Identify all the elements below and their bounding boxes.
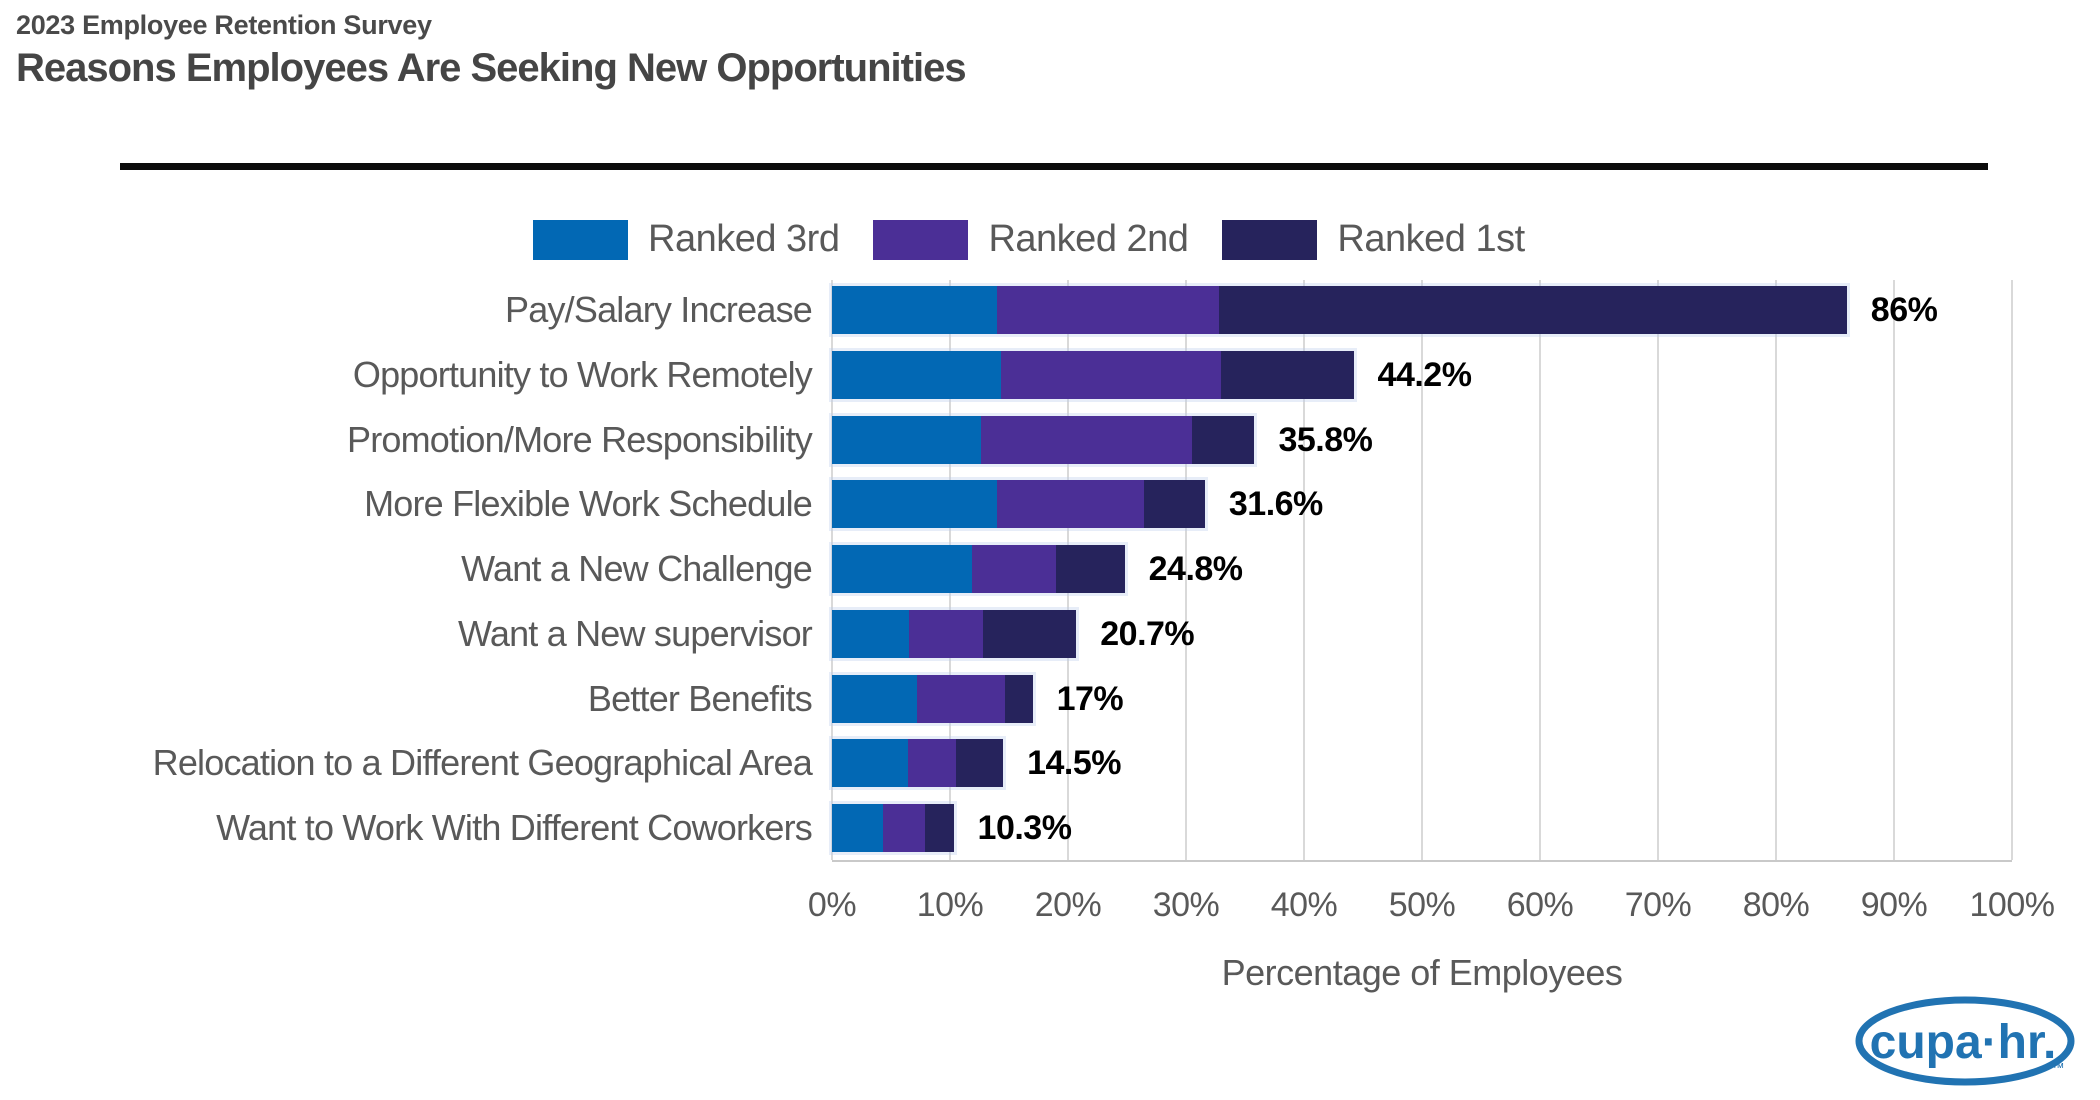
segment-ranked-1st	[955, 739, 1004, 788]
logo-ellipse	[1855, 996, 2075, 1086]
legend-swatch	[533, 219, 628, 260]
value-label: 44.2%	[1377, 355, 1472, 394]
segment-ranked-3rd	[832, 480, 998, 529]
x-tick-label: 90%	[1860, 886, 1928, 924]
gridline	[1539, 280, 1541, 860]
segment-ranked-2nd	[997, 286, 1220, 334]
stacked-bar	[832, 804, 954, 852]
category-label: Opportunity to Work Remotely	[352, 353, 813, 395]
segment-ranked-2nd	[882, 804, 926, 852]
logo-text: cupa·hr.	[1870, 1016, 2057, 1069]
cupa-hr-logo: cupa·hr. ™	[1855, 996, 2075, 1086]
x-tick-label: 0%	[807, 886, 857, 924]
gridline	[1893, 280, 1895, 860]
legend-item-ranked-2nd: Ranked 2nd	[873, 218, 1189, 261]
stacked-bar	[832, 415, 1255, 464]
category-label: More Flexible Work Schedule	[364, 483, 813, 525]
category-label: Want a New supervisor	[458, 612, 813, 654]
segment-ranked-3rd	[832, 609, 909, 658]
segment-ranked-2nd	[980, 415, 1192, 464]
legend-label: Ranked 3rd	[648, 218, 840, 260]
value-label: 14.5%	[1027, 744, 1121, 783]
logo-trademark: ™	[2052, 1060, 2065, 1075]
segment-ranked-3rd	[832, 415, 981, 464]
category-label: Want a New Challenge	[461, 548, 813, 589]
x-tick-label: 50%	[1388, 886, 1456, 924]
x-tick-label: 70%	[1624, 886, 1692, 924]
segment-ranked-3rd	[832, 350, 1001, 399]
legend-item-ranked-3rd: Ranked 3rd	[533, 218, 840, 261]
stacked-bar	[832, 286, 1847, 334]
segment-ranked-2nd	[916, 674, 1006, 723]
stacked-bar	[832, 350, 1354, 399]
value-label: 35.8%	[1278, 420, 1373, 459]
x-tick-label: 40%	[1270, 886, 1338, 924]
category-label: Promotion/More Responsibility	[347, 418, 813, 460]
segment-ranked-3rd	[832, 545, 973, 593]
gridline	[1775, 280, 1777, 860]
category-label: Better Benefits	[587, 677, 813, 719]
value-label: 86%	[1870, 291, 1938, 329]
gridline	[2011, 280, 2013, 860]
gridline	[1303, 280, 1305, 860]
stacked-bar	[832, 674, 1033, 723]
segment-ranked-2nd	[1000, 350, 1222, 399]
segment-ranked-2nd	[907, 739, 956, 788]
segment-ranked-2nd	[972, 545, 1057, 593]
legend-item-ranked-1st: Ranked 1st	[1222, 218, 1525, 261]
x-tick-label: 30%	[1152, 886, 1220, 924]
value-label: 10.3%	[977, 809, 1072, 847]
legend-label: Ranked 2nd	[988, 218, 1189, 260]
x-tick-label: 20%	[1034, 886, 1102, 924]
segment-ranked-1st	[983, 609, 1077, 658]
gridline	[1421, 280, 1423, 860]
segment-ranked-1st	[1143, 480, 1205, 529]
stacked-bar	[832, 545, 1125, 593]
stacked-bar	[832, 480, 1205, 529]
value-label: 20.7%	[1100, 614, 1195, 653]
segment-ranked-1st	[1056, 545, 1125, 593]
x-axis-line	[832, 860, 2012, 862]
x-axis-title: Percentage of Employees	[1221, 952, 1623, 993]
value-label: 17%	[1056, 679, 1124, 718]
legend: Ranked 3rd Ranked 2nd Ranked 1st	[533, 218, 1525, 261]
gridline	[1185, 280, 1187, 860]
segment-ranked-3rd	[832, 674, 917, 723]
legend-label: Ranked 1st	[1337, 218, 1525, 260]
segment-ranked-1st	[1005, 674, 1033, 723]
chart-subtitle: 2023 Employee Retention Survey	[16, 10, 432, 40]
category-label: Pay/Salary Increase	[505, 289, 813, 330]
segment-ranked-3rd	[832, 286, 998, 334]
page-title: Reasons Employees Are Seeking New Opport…	[16, 46, 967, 90]
segment-ranked-2nd	[908, 609, 984, 658]
stacked-bar	[832, 609, 1077, 658]
segment-ranked-1st	[925, 804, 954, 852]
category-label: Want to Work With Different Coworkers	[216, 807, 813, 848]
segment-ranked-1st	[1221, 350, 1354, 399]
segment-ranked-2nd	[997, 480, 1144, 529]
gridline	[1657, 280, 1659, 860]
x-tick-label: 60%	[1506, 886, 1574, 924]
legend-swatch	[873, 219, 969, 260]
stacked-bar	[832, 739, 1004, 788]
segment-ranked-3rd	[832, 804, 883, 852]
category-label: Relocation to a Different Geographical A…	[152, 742, 813, 784]
segment-ranked-1st	[1219, 286, 1847, 334]
value-label: 24.8%	[1148, 550, 1243, 588]
x-tick-label: 100%	[1969, 886, 2055, 924]
segment-ranked-3rd	[832, 739, 908, 788]
legend-swatch	[1222, 219, 1318, 260]
segment-ranked-1st	[1191, 415, 1255, 464]
title-divider	[120, 163, 1988, 170]
x-tick-label: 10%	[916, 886, 984, 924]
value-label: 31.6%	[1228, 485, 1323, 524]
x-tick-label: 80%	[1742, 886, 1810, 924]
